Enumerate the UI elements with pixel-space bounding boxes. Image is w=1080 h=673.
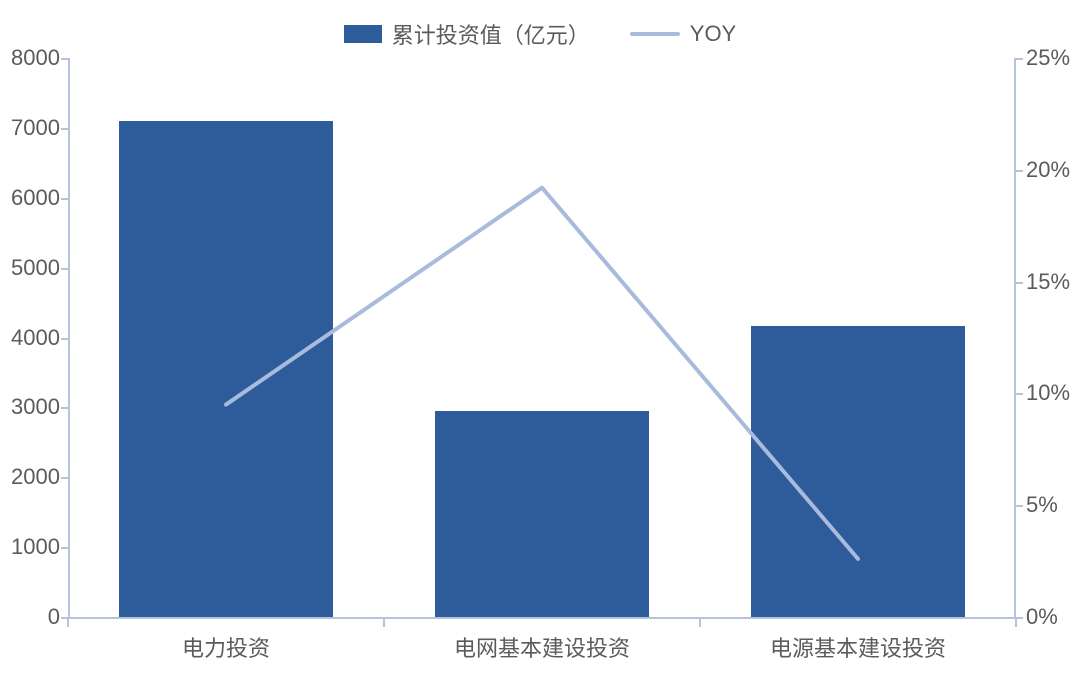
y-left-tick-label: 2000 xyxy=(11,464,60,490)
y-right-tick-label: 10% xyxy=(1026,380,1070,406)
y-right-tick-label: 20% xyxy=(1026,157,1070,183)
y-right-tick-label: 0% xyxy=(1026,604,1058,630)
y-right-tick-mark xyxy=(1016,170,1023,172)
line-layer xyxy=(0,0,1080,673)
x-tick-mark xyxy=(383,619,385,627)
y-right-tick-mark xyxy=(1016,282,1023,284)
y-right-tick-label: 25% xyxy=(1026,45,1070,71)
y-left-tick-label: 5000 xyxy=(11,255,60,281)
y-left-tick-label: 0 xyxy=(48,604,60,630)
x-category-label: 电网基本建设投资 xyxy=(454,631,630,663)
y-right-tick-mark xyxy=(1016,393,1023,395)
x-tick-mark xyxy=(1015,619,1017,627)
y-right-tick-label: 15% xyxy=(1026,269,1070,295)
x-category-label: 电力投资 xyxy=(182,631,270,663)
combo-chart: 累计投资值（亿元） YOY 01000200030004000500060007… xyxy=(0,0,1080,673)
y-left-tick-label: 4000 xyxy=(11,325,60,351)
x-category-label: 电源基本建设投资 xyxy=(770,631,946,663)
y-left-tick-label: 6000 xyxy=(11,185,60,211)
y-left-tick-mark xyxy=(61,407,68,409)
y-left-tick-mark xyxy=(61,268,68,270)
y-left-tick-mark xyxy=(61,58,68,60)
y-left-tick-mark xyxy=(61,547,68,549)
y-left-tick-label: 8000 xyxy=(11,45,60,71)
y-left-tick-label: 3000 xyxy=(11,394,60,420)
y-left-tick-mark xyxy=(61,128,68,130)
y-right-tick-label: 5% xyxy=(1026,492,1058,518)
y-right-tick-mark xyxy=(1016,617,1023,619)
y-right-tick-mark xyxy=(1016,58,1023,60)
y-right-tick-mark xyxy=(1016,505,1023,507)
y-left-tick-mark xyxy=(61,477,68,479)
y-left-tick-mark xyxy=(61,338,68,340)
y-left-tick-label: 7000 xyxy=(11,115,60,141)
x-tick-mark xyxy=(699,619,701,627)
y-left-tick-mark xyxy=(61,198,68,200)
yoy-line xyxy=(226,188,858,559)
y-left-tick-label: 1000 xyxy=(11,534,60,560)
x-tick-mark xyxy=(67,619,69,627)
